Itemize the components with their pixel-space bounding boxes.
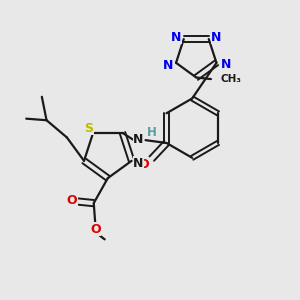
Text: N: N bbox=[171, 31, 181, 44]
Text: N: N bbox=[133, 133, 143, 146]
Text: N: N bbox=[220, 58, 231, 71]
Text: N: N bbox=[133, 157, 144, 170]
Text: N: N bbox=[163, 59, 173, 72]
Text: O: O bbox=[139, 158, 149, 171]
Text: N: N bbox=[212, 31, 222, 44]
Text: H: H bbox=[147, 126, 157, 139]
Text: O: O bbox=[90, 223, 101, 236]
Text: O: O bbox=[67, 194, 77, 206]
Text: S: S bbox=[84, 122, 93, 135]
Text: CH₃: CH₃ bbox=[220, 74, 241, 84]
